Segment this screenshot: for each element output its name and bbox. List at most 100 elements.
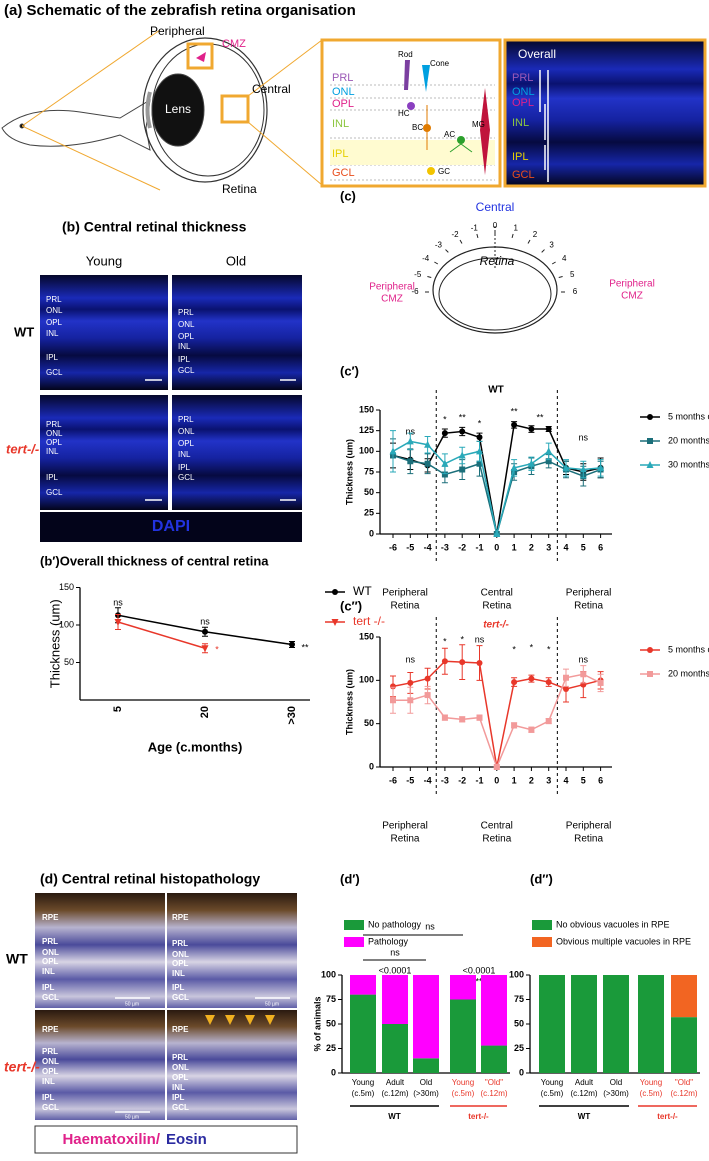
y-tick-label: 50 [364,487,374,497]
point [202,628,208,635]
x-tick-label: Young [452,1078,474,1087]
x-tick-label: (c.5m) [352,1089,375,1098]
x-tick-label: -5 [406,542,414,552]
layer-label: ONL [178,427,195,436]
x-tick-label: 1 [512,775,517,785]
position-label: -6 [411,287,419,296]
point [647,414,653,420]
y-tick-label: 25 [514,1043,524,1053]
point [476,714,483,721]
point [580,671,587,678]
x-tick-label: (c.5m) [452,1089,475,1098]
layer-label: IPL [512,151,529,163]
group-label: Peripheral [566,588,612,599]
x-tick-label: Old [610,1078,622,1087]
point [646,461,654,468]
layer-label: INL [172,969,185,978]
point [563,686,569,692]
cell-label: GC [438,167,450,176]
position-label: 4 [562,254,567,263]
label: (c) [340,188,356,203]
position-tick [541,249,545,253]
label: 50 µm [125,1001,139,1007]
layer-label: GCL [512,169,535,181]
annotation: ** [301,642,309,652]
point [389,447,397,455]
label: CMZ [381,294,403,305]
layer-label: OPL [42,957,59,966]
label: Central [252,82,291,96]
layer-label: ONL [42,948,59,957]
label: CMZ [621,291,643,302]
layer-label: PRL [42,1047,58,1056]
x-tick-label: (c.12m) [570,1089,597,1098]
y-tick-label: 50 [364,718,374,728]
x-tick-label: 2 [529,542,534,552]
label: Peripheral [609,279,655,290]
annotation: ns [475,634,485,644]
annotation: * [215,644,219,654]
legend-swatch [344,920,364,930]
legend-label: No obvious vacuoles in RPE [556,919,670,929]
x-tick-label: -4 [424,542,432,552]
position-label: 6 [573,287,578,296]
y-axis-label: Thickness (um) [344,669,354,735]
point [407,679,414,686]
y-tick-label: 25 [364,508,374,518]
point [459,716,466,723]
x-tick-label: -3 [441,775,449,785]
fish [1,99,151,151]
x-tick-label: 5 [581,775,586,785]
x-tick-label: (c.5m) [541,1089,564,1098]
y-tick-label: 150 [359,404,374,414]
position-tick [476,233,479,239]
layer-label: ONL [46,306,63,315]
eye [142,37,268,183]
y-tick-label: 150 [59,582,74,592]
layer-label: OPL [46,318,63,327]
point [390,697,396,704]
x-tick-label: 3 [546,775,551,785]
x-tick-label: 0 [494,542,499,552]
layer-label: PRL [46,295,62,304]
x-tick-label: -1 [475,542,483,552]
legend-swatch [532,920,552,930]
legend-label: 20 months old [668,668,709,678]
group-label: Retina [574,601,603,612]
y-tick-label: 150 [359,631,374,641]
overall-image [503,38,707,188]
layer-label: INL [332,118,349,130]
layer-label: PRL [46,420,62,429]
point [545,426,552,433]
annotation: ns [406,654,416,664]
label: tert-/- [4,1059,40,1075]
label: WT [6,951,28,967]
point [647,438,653,444]
layer-label: ONL [178,320,195,329]
position-tick [434,261,439,265]
bar-segment [481,1045,507,1073]
y-tick-label: 0 [331,1067,336,1077]
x-tick-label: (c.12m) [480,1089,507,1098]
annotation: ns [425,921,435,931]
y-tick-label: 100 [359,446,374,456]
point [424,692,431,699]
layer-label: INL [512,117,529,129]
iris [145,91,152,129]
point [201,645,209,653]
legend-label: tert -/- [353,614,385,628]
label: DAPI [152,518,190,535]
point [493,764,500,770]
point [331,619,339,626]
cell-label: HC [398,109,410,118]
cell-label: MG [472,120,485,129]
layer-label: INL [42,967,55,976]
point [545,447,553,455]
annotation: ns [200,616,210,626]
layer-label: OPL [332,98,354,110]
point [332,589,338,595]
panel-d-art [34,893,298,1154]
x-tick-label: -3 [441,542,449,552]
peripheral-box [186,42,214,70]
position-label: -2 [451,230,459,239]
